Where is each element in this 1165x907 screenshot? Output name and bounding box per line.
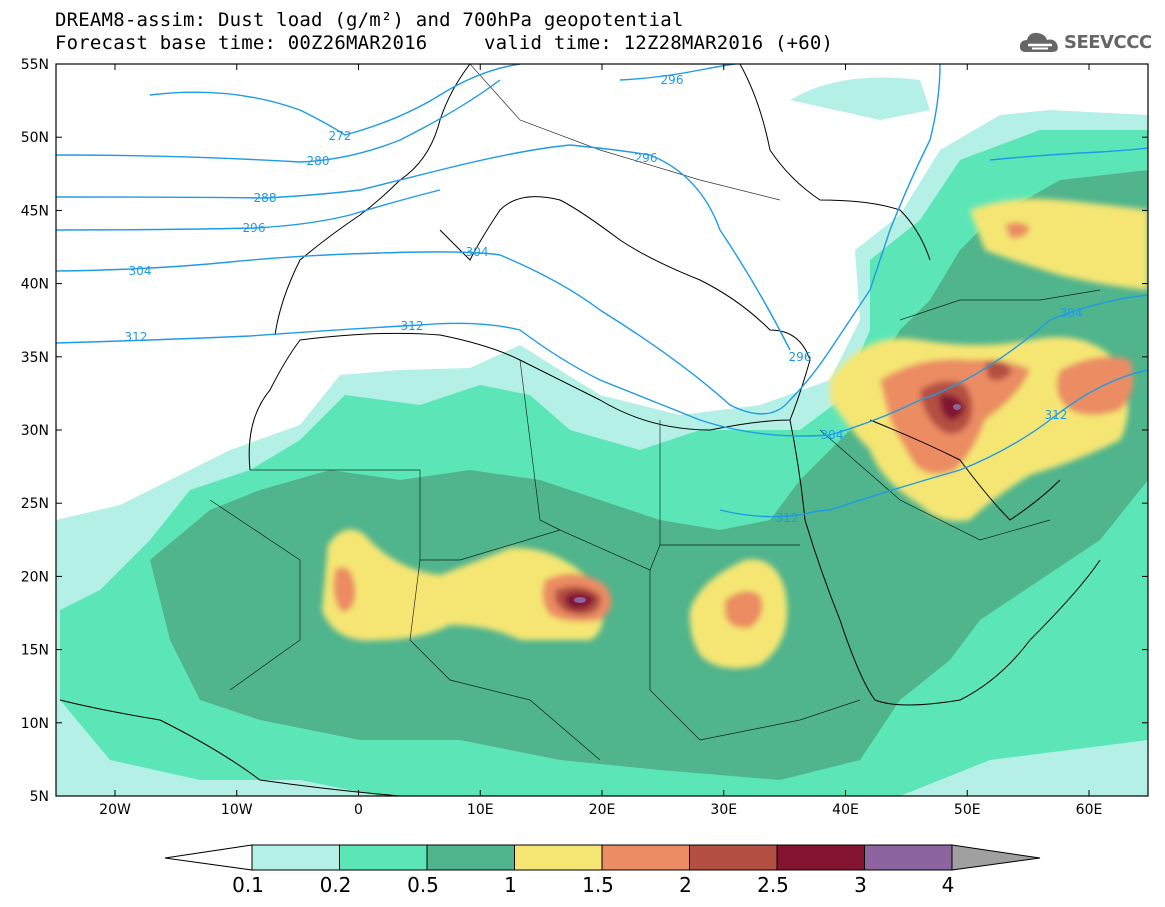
lon-label: 40E [832,802,859,818]
colorbar-label: 3 [854,873,867,897]
dust-band-1 [322,529,604,641]
dust-band-1.5 [725,591,763,629]
dust-band-2.5 [939,394,965,421]
dust-field: 272 280 288 296 304 312 296 304 312 296 … [56,64,1148,796]
lon-label: 20E [589,802,616,818]
contour-label: 304 [1060,306,1083,320]
lat-label: 5N [30,789,49,805]
lon-label: 50E [954,802,981,818]
dust-band-3 [953,404,961,410]
colorbar-over-arrow [951,844,1041,871]
colorbar-swatch [251,844,340,871]
colorbar-swatch [601,844,690,871]
colorbar-swatch [689,844,778,871]
lon-label: 60E [1076,802,1103,818]
base-time-label: Forecast base time: 00Z26MAR2016 [55,32,428,54]
contour-label: 288 [254,191,277,205]
colorbar-label: 1.5 [582,873,614,897]
colorbar-label: 0.2 [320,873,352,897]
contour-label: 312 [776,511,799,525]
lat-label: 55N [21,57,49,73]
dust-band-0.1 [790,77,930,120]
dust-band-1.5 [1005,222,1030,239]
axis-ticks [56,63,1148,797]
contour-label: 312 [401,319,424,333]
colorbar-label: 1 [504,873,517,897]
country-borders [209,64,1101,761]
lon-label: 30E [710,802,737,818]
contour-labels: 272 280 288 296 304 312 296 304 312 296 … [125,73,1083,525]
lat-label: 40N [21,277,49,293]
colorbar-swatch [864,844,953,871]
dust-band-1.5 [333,567,356,612]
lat-label: 20N [21,569,49,585]
contour-label: 304 [129,264,152,278]
contour-label: 296 [789,350,812,364]
colorbar-label: 4 [942,873,955,897]
lon-label: 10E [467,802,494,818]
colorbar-label: 2.5 [757,873,789,897]
colorbar-swatch [776,844,865,871]
lat-label: 45N [21,203,49,219]
latitude-labels: 55N 50N 45N 40N 35N 30N 25N 20N 15N 10N 5N [21,57,49,805]
seevccc-logo: SEEVCCC [1018,28,1152,56]
lat-label: 35N [21,350,49,366]
chart-title: DREAM8-assim: Dust load (g/m²) and 700hP… [55,9,684,31]
colorbar-under-arrow [164,844,253,871]
contour-label: 304 [821,428,844,442]
geopotential-contours [56,64,1148,518]
contour-label: 312 [1045,408,1068,422]
dust-band-3 [574,597,586,603]
contour-label: 272 [329,129,352,143]
coastlines [59,64,1101,796]
contour-label: 296 [635,151,658,165]
longitude-labels: 20W 10W 0 10E 20E 30E 40E 50E 60E [99,802,1102,818]
lat-label: 10N [21,716,49,732]
cloud-icon [1019,32,1058,52]
lat-label: 50N [21,130,49,146]
contour-label: 280 [307,154,330,168]
lon-label: 10W [221,802,253,818]
colorbar-swatch [426,844,515,871]
contour-label: 296 [661,73,684,87]
dust-band-2 [985,360,1012,381]
dust-band-1 [970,198,1148,290]
contour-label: 312 [125,330,148,344]
valid-time-label: valid time: 12Z28MAR2016 (+60) [484,32,834,54]
logo-text: SEEVCCC [1064,32,1152,53]
lon-label: 20W [99,802,131,818]
colorbar: 0.1 0.2 0.5 1 1.5 2 2.5 3 4 [164,844,1041,897]
colorbar-swatch [339,844,428,871]
lat-label: 25N [21,496,49,512]
colorbar-swatch [514,844,603,871]
lon-label: 0 [354,802,363,818]
contour-label: 304 [466,245,489,259]
lat-label: 30N [21,423,49,439]
colorbar-label: 0.1 [232,873,264,897]
colorbar-label: 2 [679,873,692,897]
colorbar-label: 0.5 [407,873,439,897]
contour-label: 296 [243,221,266,235]
lat-label: 15N [21,643,49,659]
